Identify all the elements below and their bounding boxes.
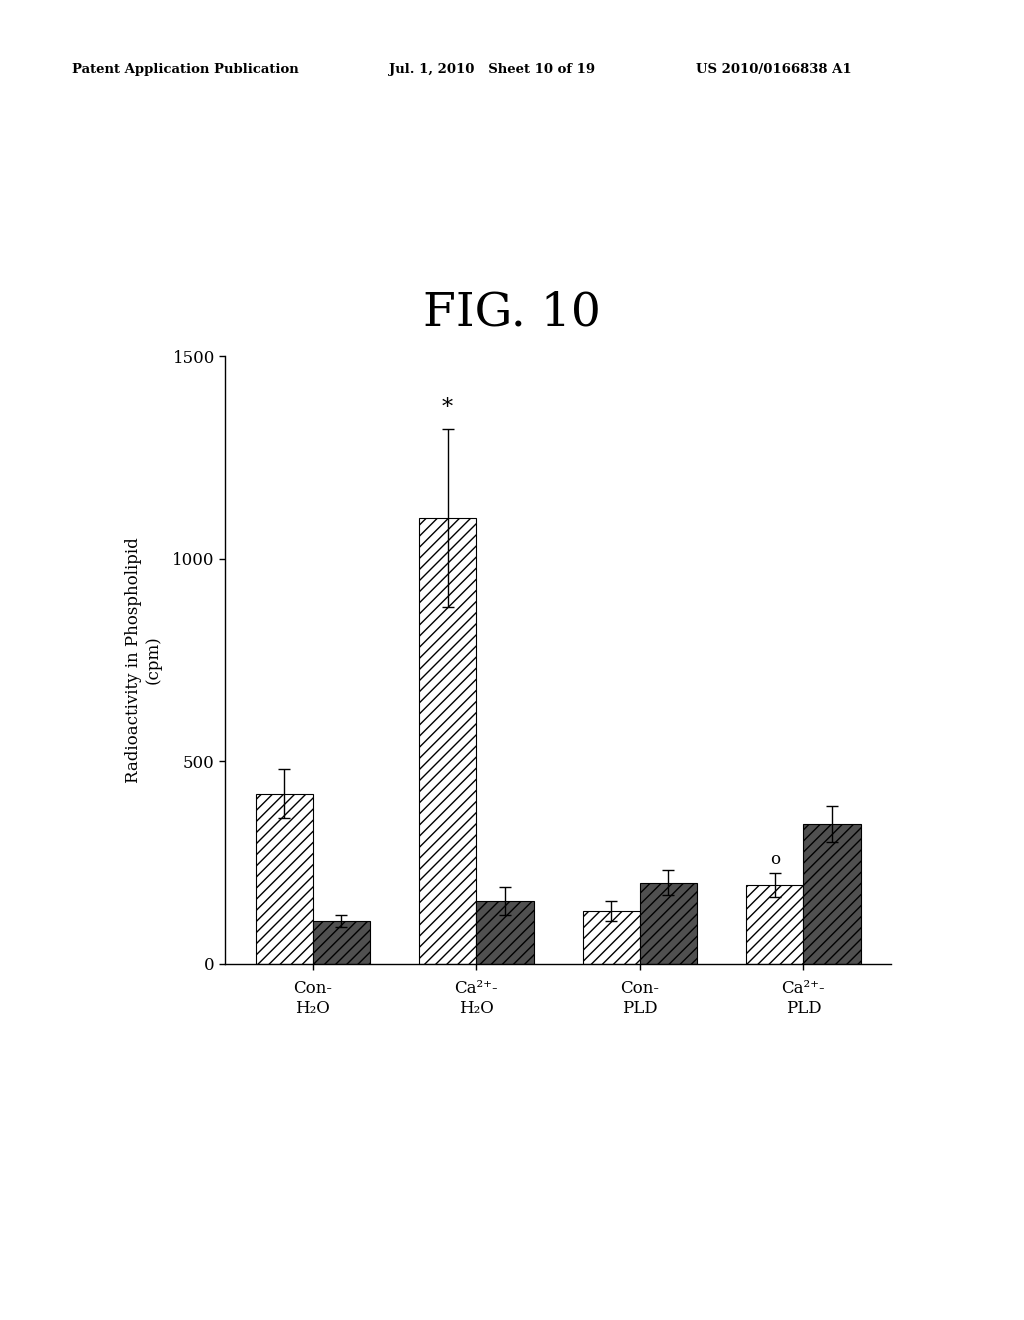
Bar	[256, 793, 312, 964]
Text: Patent Application Publication: Patent Application Publication	[72, 63, 298, 77]
Bar	[640, 883, 697, 964]
Bar	[476, 900, 534, 964]
Y-axis label: Radioactivity in Phospholipid
(cpm): Radioactivity in Phospholipid (cpm)	[125, 537, 161, 783]
Bar	[746, 884, 804, 964]
Text: Jul. 1, 2010   Sheet 10 of 19: Jul. 1, 2010 Sheet 10 of 19	[389, 63, 595, 77]
Text: US 2010/0166838 A1: US 2010/0166838 A1	[696, 63, 852, 77]
Text: FIG. 10: FIG. 10	[423, 290, 601, 335]
Bar	[804, 824, 860, 964]
Text: o: o	[770, 850, 780, 867]
Bar	[419, 519, 476, 964]
Bar	[583, 911, 640, 964]
Text: *: *	[442, 397, 454, 420]
Bar	[312, 921, 370, 964]
